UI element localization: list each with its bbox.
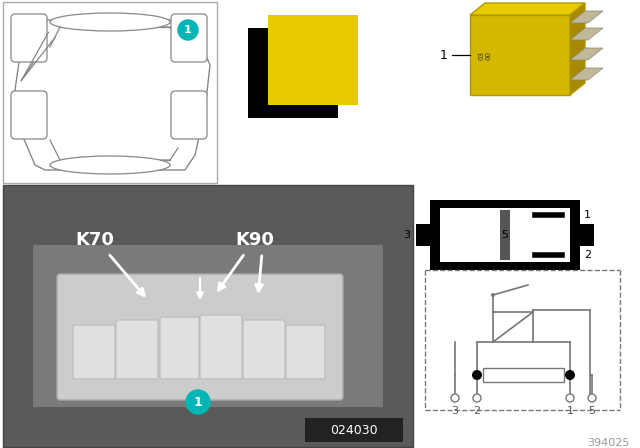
Text: 394025: 394025 <box>588 438 630 448</box>
Polygon shape <box>570 11 603 23</box>
FancyBboxPatch shape <box>73 325 115 379</box>
FancyBboxPatch shape <box>171 14 207 62</box>
FancyBboxPatch shape <box>200 315 242 379</box>
Text: 5: 5 <box>589 406 595 416</box>
Polygon shape <box>470 15 570 95</box>
Circle shape <box>451 394 459 402</box>
FancyBboxPatch shape <box>116 320 158 379</box>
Circle shape <box>186 390 210 414</box>
Circle shape <box>566 394 574 402</box>
Text: K90: K90 <box>236 231 275 249</box>
Polygon shape <box>15 20 210 170</box>
Text: 2: 2 <box>584 250 591 260</box>
Circle shape <box>473 394 481 402</box>
Bar <box>268 15 358 105</box>
Ellipse shape <box>50 156 170 174</box>
Bar <box>3 185 413 447</box>
FancyBboxPatch shape <box>243 320 285 379</box>
Text: 1: 1 <box>194 396 202 409</box>
Text: 024030: 024030 <box>330 423 378 436</box>
Bar <box>493 312 533 342</box>
FancyBboxPatch shape <box>11 14 47 62</box>
Circle shape <box>588 394 596 402</box>
Circle shape <box>491 293 495 297</box>
Text: 1: 1 <box>184 25 192 35</box>
Text: 2: 2 <box>474 406 481 416</box>
Bar <box>33 245 383 407</box>
Polygon shape <box>570 48 603 60</box>
FancyBboxPatch shape <box>11 91 47 139</box>
Text: 1: 1 <box>566 406 573 416</box>
Text: 03
00: 03 00 <box>479 51 492 60</box>
Bar <box>416 224 432 246</box>
Bar <box>578 224 594 246</box>
FancyBboxPatch shape <box>171 91 207 139</box>
Ellipse shape <box>50 13 170 31</box>
Polygon shape <box>470 3 585 15</box>
Text: K70: K70 <box>76 231 115 249</box>
Circle shape <box>178 20 198 40</box>
Text: 3: 3 <box>451 406 458 416</box>
Bar <box>3 2 217 183</box>
FancyBboxPatch shape <box>160 317 199 379</box>
FancyBboxPatch shape <box>286 325 325 379</box>
Bar <box>430 200 580 270</box>
Bar <box>248 28 338 118</box>
Bar <box>500 210 510 260</box>
Bar <box>483 368 564 382</box>
Text: 1: 1 <box>440 48 448 61</box>
Text: 5: 5 <box>502 230 509 240</box>
Circle shape <box>472 370 482 380</box>
Text: 3: 3 <box>403 230 410 240</box>
Bar <box>305 418 403 442</box>
Circle shape <box>565 370 575 380</box>
Polygon shape <box>570 68 603 80</box>
Text: 1: 1 <box>584 210 591 220</box>
FancyBboxPatch shape <box>57 274 343 400</box>
Bar <box>440 208 570 262</box>
Polygon shape <box>570 28 603 40</box>
Polygon shape <box>570 3 585 95</box>
